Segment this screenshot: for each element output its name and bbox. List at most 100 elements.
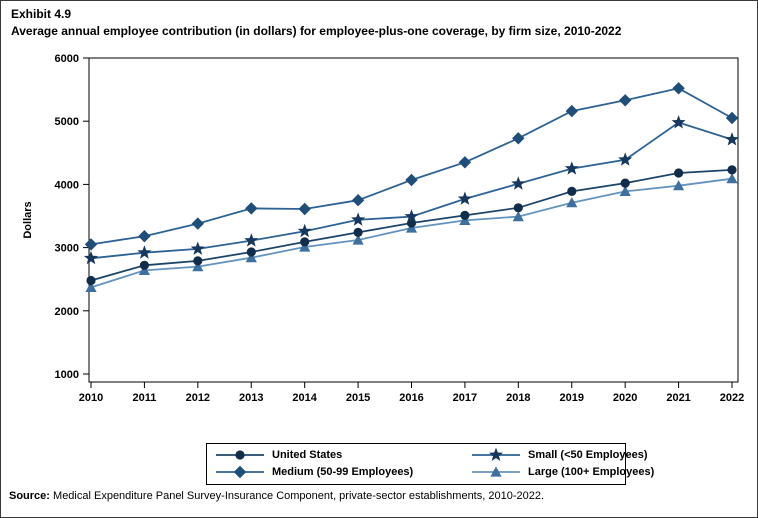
x-tick-label: 2019 [560, 392, 584, 404]
diamond-marker-icon [84, 238, 98, 251]
triangle-marker-icon [490, 466, 502, 477]
star-marker-icon [457, 191, 472, 205]
legend-item-large-100-employees: Large (100+ Employees) [471, 464, 654, 480]
series-united-states [86, 165, 737, 286]
triangle-marker-icon [566, 197, 578, 208]
diamond-marker-icon [245, 202, 258, 215]
circle-marker-icon [674, 168, 684, 178]
x-tick-label: 2016 [399, 392, 423, 404]
star-marker-icon [404, 209, 419, 223]
triangle-marker-icon [245, 252, 257, 263]
star-marker-icon [724, 132, 740, 146]
diamond-marker-icon [512, 132, 525, 145]
diamond-marker-icon [458, 156, 472, 169]
diamond-marker-icon [565, 104, 578, 118]
diamond-marker-icon [191, 217, 204, 230]
star-marker-icon [671, 115, 686, 129]
diamond-marker-icon [138, 230, 151, 243]
y-tick-label: 2000 [55, 306, 79, 318]
triangle-marker-icon [726, 173, 738, 184]
legend-label: Medium (50-99 Employees) [272, 466, 414, 478]
diamond-marker-icon [298, 202, 311, 216]
legend-item-small-50-employees: Small (<50 Employees) [471, 447, 654, 463]
source-text: Medical Expenditure Panel Survey-Insuran… [49, 490, 545, 502]
diamond-marker-icon [725, 111, 739, 125]
plot-border [88, 57, 739, 383]
triangle-marker-icon [673, 180, 685, 191]
diamond-marker-icon [405, 173, 418, 187]
legend-item-united-states: United States [215, 447, 471, 463]
star-marker-icon [564, 161, 579, 175]
legend-label: Small (<50 Employees) [528, 449, 648, 461]
source-note: Source: Medical Expenditure Panel Survey… [9, 490, 544, 502]
triangle-marker-icon [299, 241, 311, 252]
triangle-marker-icon [352, 234, 364, 245]
series-medium-50-99-employees [84, 82, 739, 251]
series-small-50-employees [83, 115, 740, 265]
x-tick-label: 2020 [613, 392, 637, 404]
circle-marker-icon [139, 260, 149, 270]
diamond-marker-icon [619, 94, 632, 107]
circle-marker-icon [620, 178, 630, 188]
triangle-legend-swatch-icon [472, 466, 520, 477]
y-tick-label: 1000 [55, 369, 79, 381]
chart-legend: United States Small (<50 Employees) Medium… [206, 443, 654, 485]
star-legend-swatch-icon [472, 447, 520, 461]
diamond-marker-icon [351, 194, 365, 207]
star-marker-icon [351, 212, 366, 226]
x-tick-label: 2015 [346, 392, 370, 404]
triangle-marker-icon [512, 211, 524, 222]
star-marker-icon [137, 245, 152, 259]
star-marker-icon [297, 223, 312, 238]
y-tick-label: 3000 [55, 243, 79, 255]
y-axis-title: Dollars [22, 201, 34, 238]
x-axis: 2010 2011 2012 2013 2014 2015 2016 2017 2018 2019… [79, 382, 744, 404]
triangle-marker-icon [138, 264, 150, 275]
triangle-marker-icon [85, 281, 97, 292]
circle-marker-icon [460, 210, 470, 220]
circle-marker-icon [567, 186, 577, 196]
x-tick-label: 2010 [79, 392, 103, 404]
diamond-marker-icon [672, 82, 685, 95]
x-tick-label: 2017 [453, 392, 477, 404]
triangle-marker-icon [192, 261, 204, 272]
circle-marker-icon [86, 275, 96, 286]
star-marker-icon [511, 176, 526, 190]
y-axis: 1000 2000 3000 4000 5000 6000 Dollars [22, 53, 89, 381]
legend-label: Large (100+ Employees) [528, 466, 655, 478]
circle-marker-icon [193, 256, 203, 266]
x-tick-label: 2018 [506, 392, 530, 404]
title-block: Exhibit 4.9 Average annual employee cont… [11, 7, 749, 38]
circle-marker-icon [300, 237, 310, 247]
circle-marker-icon [727, 165, 737, 175]
diamond-legend-swatch-icon [216, 465, 264, 479]
circle-marker-icon [513, 203, 523, 213]
series-large-100-employees [85, 173, 738, 292]
star-marker-icon [618, 152, 633, 166]
y-tick-label: 6000 [55, 53, 79, 65]
triangle-marker-icon [619, 185, 631, 196]
chart-title: Average annual employee contribution (in… [11, 24, 622, 38]
star-marker-icon [488, 447, 504, 461]
x-tick-label: 2011 [132, 392, 156, 404]
y-tick-label: 4000 [55, 179, 79, 191]
circle-legend-swatch-icon [216, 450, 264, 460]
x-tick-label: 2012 [186, 392, 210, 404]
series-line [90, 177, 733, 289]
star-marker-icon [83, 250, 99, 265]
x-tick-label: 2013 [239, 392, 263, 404]
legend-item-medium-50-99-employees: Medium (50-99 Employees) [215, 464, 471, 480]
x-tick-label: 2021 [666, 392, 690, 404]
y-tick-label: 5000 [55, 116, 79, 128]
star-marker-icon [244, 233, 259, 247]
x-tick-label: 2022 [720, 392, 744, 404]
x-tick-label: 2014 [292, 392, 317, 404]
exhibit-label: Exhibit 4.9 [11, 7, 72, 21]
star-marker-icon [190, 241, 205, 255]
source-label: Source: [9, 490, 50, 502]
circle-marker-icon [235, 450, 245, 460]
legend-label: United States [272, 449, 343, 461]
diamond-marker-icon [233, 465, 247, 479]
